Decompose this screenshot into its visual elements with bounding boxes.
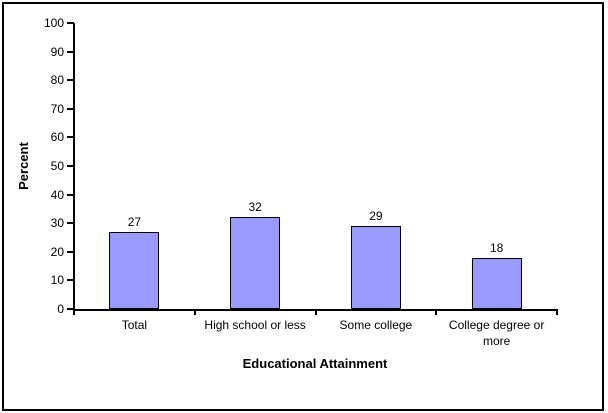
y-axis-tick xyxy=(67,136,74,139)
x-category-label: Some college xyxy=(339,318,413,332)
y-tick-label: 60 xyxy=(50,130,64,145)
y-axis-tick xyxy=(67,50,74,53)
y-tick-label: 100 xyxy=(43,16,64,30)
x-category-label: College degree or more xyxy=(448,318,545,348)
y-axis-tick xyxy=(67,279,74,282)
x-axis-tick xyxy=(73,309,75,315)
y-axis-line xyxy=(73,23,75,311)
bar-value-label: 27 xyxy=(127,215,142,229)
y-axis-tick xyxy=(67,165,74,167)
x-axis-tick xyxy=(435,309,438,315)
x-axis-tick xyxy=(556,309,558,315)
y-axis-tick xyxy=(67,107,74,110)
y-tick-label: 70 xyxy=(50,101,64,116)
y-axis-tick xyxy=(67,250,74,253)
bar xyxy=(230,217,281,309)
bar-value-label: 32 xyxy=(248,200,262,214)
y-axis-tick xyxy=(67,308,74,310)
bar xyxy=(109,232,160,309)
y-tick-label: 40 xyxy=(50,187,64,202)
y-tick-label: 80 xyxy=(50,73,64,88)
y-axis-tick xyxy=(67,222,74,225)
y-axis-tick xyxy=(67,79,74,82)
x-axis-tick xyxy=(193,309,196,315)
y-axis-tick xyxy=(67,193,74,196)
bar-value-label: 18 xyxy=(489,241,504,255)
y-tick-label: 20 xyxy=(50,244,64,259)
y-tick-label: 90 xyxy=(50,44,64,59)
bar xyxy=(471,258,522,309)
y-tick-label: 10 xyxy=(50,273,64,288)
y-axis-tick xyxy=(67,22,74,24)
x-category-label: Total xyxy=(121,318,148,332)
y-tick-label: 0 xyxy=(57,302,64,316)
plot-area xyxy=(74,23,557,309)
x-axis-title: Educational Attainment xyxy=(242,356,388,371)
bar xyxy=(350,226,401,309)
x-axis-tick xyxy=(314,309,317,315)
bar-value-label: 29 xyxy=(369,209,383,223)
x-category-label: High school or less xyxy=(204,318,306,332)
y-tick-label: 50 xyxy=(50,159,64,173)
y-tick-label: 30 xyxy=(50,216,64,231)
